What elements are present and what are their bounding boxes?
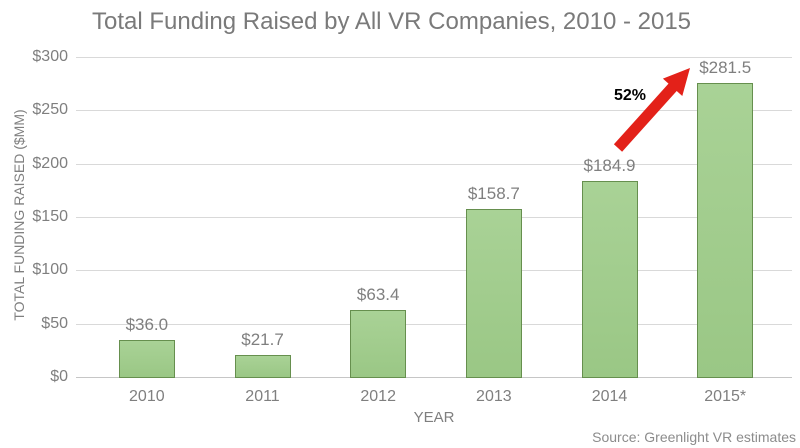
gridline <box>76 163 792 165</box>
x-axis-title: YEAR <box>413 409 455 426</box>
plot-gridlines <box>76 57 792 378</box>
bar-2012 <box>350 310 407 378</box>
growth-arrow-icon <box>613 68 690 152</box>
bar-band-2010: $36.0 <box>89 58 205 378</box>
gridline <box>76 323 792 325</box>
gridline <box>76 377 792 378</box>
y-axis-tick-labels: $0 $50 $100 $150 $200 $250 $300 <box>0 49 68 385</box>
y-tick-label: $100 <box>32 261 68 279</box>
x-tick-label: 2014 <box>591 388 628 405</box>
y-tick-label: $0 <box>50 368 68 385</box>
gridline <box>76 110 792 112</box>
source-attribution: Source: Greenlight VR estimates <box>592 429 796 445</box>
x-axis-tick-labels: 2010 2011 2012 2013 2014 2015* <box>89 388 783 406</box>
bar-band-2014: $184.9 <box>552 58 668 378</box>
bar-2011 <box>234 354 291 378</box>
x-tick-label: 2012 <box>360 388 396 405</box>
y-tick-label: $150 <box>32 208 68 225</box>
bar-2013 <box>465 208 522 378</box>
bar-2015* <box>697 83 754 378</box>
bar-2010 <box>118 339 175 378</box>
bar-value-label: $184.9 <box>583 155 636 175</box>
x-tick-label: 2013 <box>476 388 512 405</box>
y-tick-label: $300 <box>32 48 68 65</box>
bar-value-label: $63.4 <box>356 285 400 305</box>
bar-band-2015*: $281.5 <box>667 58 783 378</box>
bar-value-label: $21.7 <box>241 329 284 349</box>
x-tick-label: 2011 <box>245 388 280 405</box>
x-tick-label: 2010 <box>129 388 165 405</box>
bar-2014 <box>581 180 638 378</box>
chart-title: Total Funding Raised by All VR Companies… <box>92 8 692 35</box>
gridline <box>76 270 792 272</box>
gridline <box>76 57 792 58</box>
y-tick-label: $50 <box>41 314 68 332</box>
gridline <box>76 217 792 218</box>
bar-band-2011: $21.7 <box>205 58 321 378</box>
bar-band-2013: $158.7 <box>436 58 552 378</box>
bar-value-label: $281.5 <box>699 58 752 77</box>
y-tick-label: $200 <box>32 154 68 172</box>
bar-band-2012: $63.4 <box>320 58 436 378</box>
x-tick-label: 2015* <box>704 388 747 405</box>
bar-value-label: $158.7 <box>467 183 520 203</box>
y-tick-label: $250 <box>32 101 68 119</box>
bar-series: $36.0 $21.7 $63.4 $158.7 $184.9 $281.5 <box>89 58 783 378</box>
bar-value-label: $36.0 <box>125 314 169 334</box>
growth-percent-annotation: 52% <box>613 87 647 104</box>
